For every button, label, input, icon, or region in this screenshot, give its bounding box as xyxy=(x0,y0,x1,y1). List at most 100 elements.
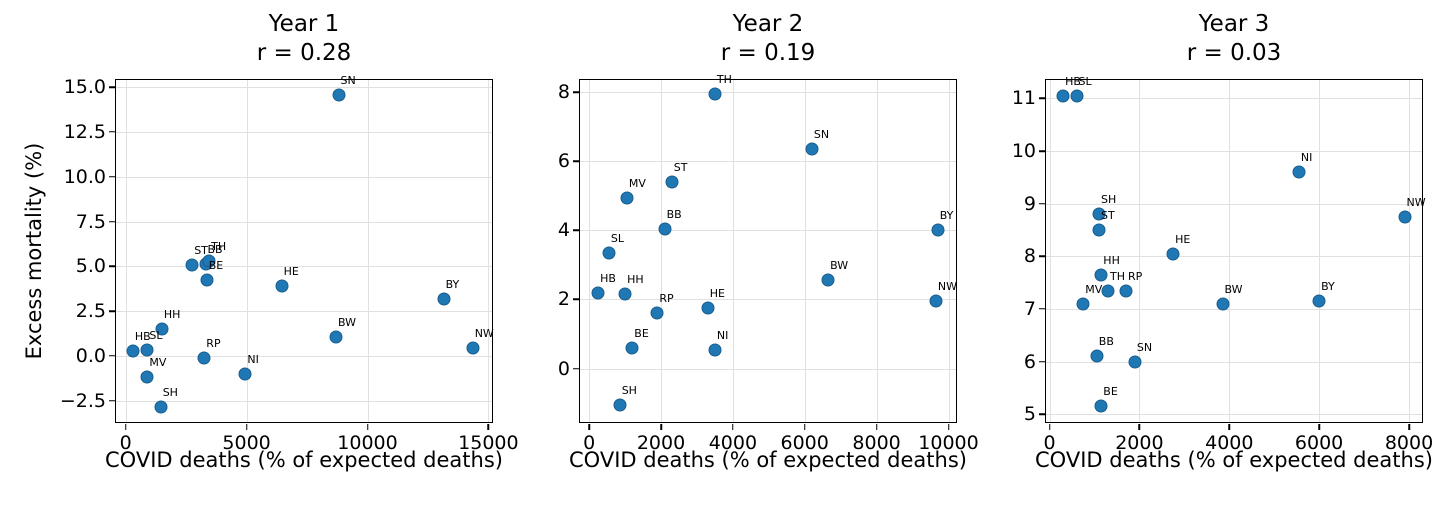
plot-title-text: Year 1 xyxy=(268,11,340,37)
data-point xyxy=(329,330,343,344)
plot-title-text: Year 2 xyxy=(732,11,804,37)
y-tick-mark xyxy=(1038,308,1045,310)
gridline-vertical xyxy=(589,80,591,422)
gridline-horizontal xyxy=(116,176,492,178)
data-point xyxy=(1166,247,1180,261)
data-point xyxy=(701,301,715,315)
y-tick-label: 8 xyxy=(1023,245,1036,268)
data-point xyxy=(1398,210,1411,224)
point-label: SN xyxy=(1136,340,1153,354)
data-point xyxy=(1076,297,1090,311)
data-point xyxy=(1312,294,1326,308)
data-point xyxy=(154,400,168,414)
plot-r-value: r = 0.03 xyxy=(1186,40,1282,66)
gridline-vertical xyxy=(1319,80,1321,422)
gridline-vertical xyxy=(732,80,734,422)
y-tick-mark xyxy=(572,91,579,93)
data-point xyxy=(805,142,819,156)
gridline-vertical xyxy=(948,80,950,422)
x-tick-mark xyxy=(245,423,248,430)
point-label: NI xyxy=(716,328,729,342)
point-label: BW xyxy=(1224,282,1243,296)
point-label: HE xyxy=(1175,232,1191,246)
subplot-year-3: Year 3 r = 0.03 COVID deaths (% of expec… xyxy=(1012,11,1433,472)
data-point xyxy=(708,87,722,101)
y-tick-label: 15.0 xyxy=(63,76,106,99)
y-tick-mark xyxy=(1038,255,1045,258)
plot-title: Year 3 r = 0.03 xyxy=(1187,10,1282,68)
point-label: BB xyxy=(666,207,682,221)
gridline-horizontal xyxy=(116,131,492,133)
x-tick-label: 8000 xyxy=(852,432,901,454)
plot-title-text: Year 3 xyxy=(1198,11,1270,37)
data-point xyxy=(126,344,140,358)
point-label: MV xyxy=(1085,282,1103,296)
data-point xyxy=(650,306,664,320)
y-tick-mark xyxy=(108,265,115,267)
y-tick-label: 7.5 xyxy=(75,210,106,233)
x-tick-label: 2000 xyxy=(636,432,686,454)
y-tick-label: 12.5 xyxy=(63,120,106,143)
data-point xyxy=(1101,284,1115,297)
plot-title: Year 1 r = 0.28 xyxy=(257,10,352,68)
point-label: TH xyxy=(716,72,732,86)
y-tick-mark xyxy=(108,310,115,312)
x-tick-mark xyxy=(947,423,950,430)
data-point xyxy=(591,286,605,299)
gridline-horizontal xyxy=(1046,256,1422,258)
data-point xyxy=(197,351,211,364)
data-point xyxy=(1292,165,1306,179)
data-point xyxy=(1056,89,1070,103)
data-point xyxy=(602,246,616,260)
x-tick-mark xyxy=(487,423,490,430)
data-point xyxy=(1119,284,1133,297)
x-tick-mark xyxy=(660,423,662,430)
subplot-year-2: Year 2 r = 0.19 COVID deaths (% of expec… xyxy=(558,11,979,472)
point-label: BY xyxy=(445,277,460,291)
x-axis-label: COVID deaths (% of expected deaths) xyxy=(569,448,967,472)
y-tick-label: −2.5 xyxy=(59,389,106,412)
point-label: BB xyxy=(1098,335,1114,349)
point-label: SN xyxy=(813,128,830,142)
x-tick-label: 10000 xyxy=(337,432,398,454)
gridline-horizontal xyxy=(1046,98,1422,100)
gridline-horizontal xyxy=(116,266,492,268)
x-tick-label: 10000 xyxy=(918,432,979,454)
y-tick-mark xyxy=(572,229,579,232)
gridline-vertical xyxy=(367,80,369,422)
point-label: HE xyxy=(283,264,299,278)
point-label: SL xyxy=(1078,74,1092,88)
y-tick-label: 11 xyxy=(1011,87,1036,110)
gridline-horizontal xyxy=(580,368,956,370)
x-tick-label: 6000 xyxy=(1294,432,1344,454)
gridline-vertical xyxy=(1139,80,1141,422)
point-label: RP xyxy=(1128,269,1143,283)
data-point xyxy=(1128,355,1142,368)
point-label: MV xyxy=(628,176,646,190)
point-label: HB xyxy=(134,330,151,344)
point-label: TH xyxy=(211,239,227,253)
point-label: NI xyxy=(1300,151,1313,165)
y-tick-label: 10 xyxy=(1011,140,1036,162)
gridline-horizontal xyxy=(580,92,956,94)
data-point xyxy=(437,292,451,305)
y-tick-mark xyxy=(1038,202,1045,205)
y-tick-label: 6 xyxy=(1023,350,1036,373)
y-tick-mark xyxy=(1038,360,1045,363)
point-label: ST xyxy=(1101,209,1115,222)
data-point xyxy=(1090,349,1104,363)
point-label: MV xyxy=(149,356,167,370)
gridline-vertical xyxy=(804,80,806,422)
y-tick-mark xyxy=(108,220,115,223)
y-tick-mark xyxy=(572,367,579,370)
point-label: BB xyxy=(207,242,223,256)
point-label: BW xyxy=(830,259,849,273)
point-label: HE xyxy=(709,287,725,300)
x-tick-label: 4000 xyxy=(708,432,758,454)
gridline-horizontal xyxy=(116,311,492,312)
data-point xyxy=(1092,207,1106,221)
gridline-vertical xyxy=(1229,80,1231,422)
gridline-horizontal xyxy=(1046,361,1422,363)
x-tick-label: 4000 xyxy=(1205,432,1254,454)
